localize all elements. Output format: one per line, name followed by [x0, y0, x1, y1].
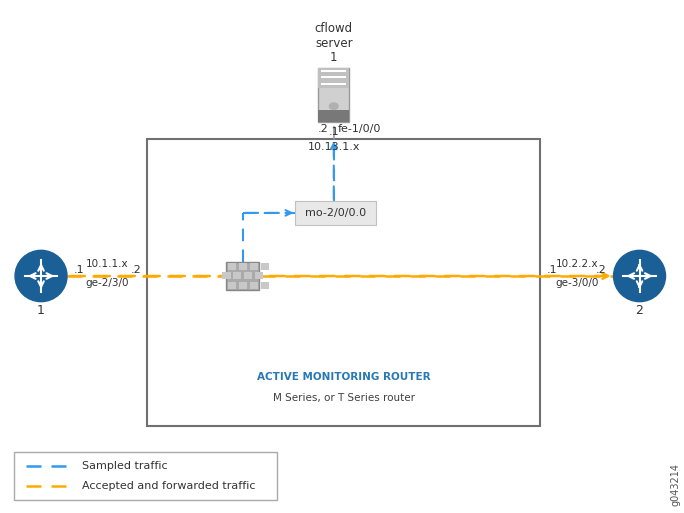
- Text: 10.1.1.x: 10.1.1.x: [86, 259, 129, 269]
- Text: .2: .2: [596, 265, 607, 275]
- Bar: [239, 263, 247, 270]
- Bar: [226, 262, 259, 290]
- Text: Sampled traffic: Sampled traffic: [82, 461, 168, 471]
- Text: .2: .2: [317, 125, 328, 134]
- Bar: [14, 452, 277, 500]
- Text: 10.13.1.x: 10.13.1.x: [308, 142, 360, 152]
- Bar: [321, 83, 346, 85]
- Bar: [261, 282, 269, 288]
- Bar: [233, 272, 241, 279]
- Bar: [147, 139, 540, 426]
- Text: .1: .1: [328, 127, 339, 136]
- Bar: [321, 76, 346, 78]
- Text: ge-3/0/0: ge-3/0/0: [555, 278, 598, 288]
- Text: 1: 1: [330, 51, 337, 64]
- Text: 1: 1: [37, 304, 45, 318]
- Text: ge-2/3/0: ge-2/3/0: [86, 278, 129, 288]
- Bar: [318, 110, 349, 122]
- Bar: [250, 263, 258, 270]
- Text: fe-1/0/0: fe-1/0/0: [337, 125, 380, 134]
- Ellipse shape: [614, 250, 666, 302]
- Bar: [255, 272, 263, 279]
- Text: g043214: g043214: [671, 463, 681, 506]
- Bar: [261, 263, 269, 270]
- Bar: [244, 272, 252, 279]
- Bar: [239, 282, 247, 288]
- Ellipse shape: [15, 250, 67, 302]
- Bar: [222, 272, 231, 279]
- Text: .1: .1: [547, 265, 558, 275]
- Bar: [228, 263, 236, 270]
- Text: M Series, or T Series router: M Series, or T Series router: [273, 392, 415, 403]
- Text: 10.2.2.x: 10.2.2.x: [555, 259, 598, 269]
- Text: .2: .2: [131, 265, 142, 275]
- Text: ACTIVE MONITORING ROUTER: ACTIVE MONITORING ROUTER: [257, 372, 430, 382]
- Text: Accepted and forwarded traffic: Accepted and forwarded traffic: [82, 481, 256, 491]
- FancyBboxPatch shape: [295, 201, 376, 225]
- Bar: [318, 68, 349, 122]
- Text: .1: .1: [74, 265, 85, 275]
- Circle shape: [330, 103, 338, 109]
- Text: server: server: [315, 37, 353, 50]
- Bar: [250, 282, 258, 288]
- Text: mo-2/0/0.0: mo-2/0/0.0: [305, 208, 366, 218]
- Bar: [321, 70, 346, 72]
- Bar: [318, 68, 349, 88]
- Bar: [228, 282, 236, 288]
- Text: cflowd: cflowd: [315, 23, 353, 35]
- Text: 2: 2: [635, 304, 644, 318]
